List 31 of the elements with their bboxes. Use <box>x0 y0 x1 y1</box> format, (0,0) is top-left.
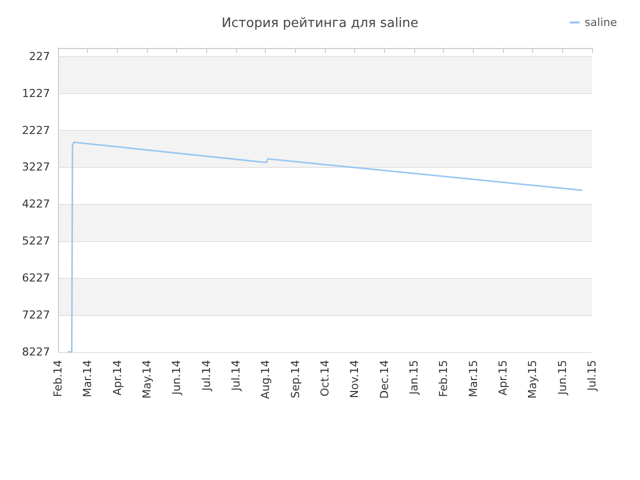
y-tick-label: 227 <box>29 50 50 63</box>
y-tick-label: 5227 <box>22 234 50 248</box>
x-tick-label: Apr.14 <box>110 360 124 396</box>
y-tick-label: 1227 <box>22 86 50 100</box>
x-tick-label: Feb.15 <box>437 360 450 397</box>
x-tick-label: Mar.15 <box>466 360 480 398</box>
line-series <box>66 141 584 353</box>
x-tick-label: Jun.15 <box>556 360 569 396</box>
x-tick-label: May.15 <box>526 360 540 399</box>
x-tick-label: Feb.14 <box>52 360 64 397</box>
x-tick-label: Jun.14 <box>170 360 184 396</box>
legend-label: saline <box>584 16 618 29</box>
x-tick-label: Apr.15 <box>496 360 510 396</box>
x-tick-label: Sep.14 <box>288 360 302 398</box>
x-tick-label: Dec.14 <box>378 360 391 399</box>
x-tick-label: Nov.14 <box>348 360 362 398</box>
y-tick-label: 8227 <box>22 346 50 358</box>
x-tick-label: Oct.14 <box>318 360 332 397</box>
chart-title: История рейтинга для saline <box>222 16 418 31</box>
x-tick-label: Mar.14 <box>81 360 94 398</box>
y-tick-label: 2227 <box>22 124 50 137</box>
x-tick-label: Jan.15 <box>408 360 420 396</box>
x-tick-label: Aug.14 <box>259 360 272 399</box>
x-tick-label: Jul.14 <box>230 360 242 392</box>
x-tick-label: Jul.14 <box>200 360 213 392</box>
y-tick-label: 7227 <box>22 308 50 322</box>
x-tick-label: Jul.15 <box>586 360 598 392</box>
y-tick-label: 6227 <box>22 272 50 285</box>
y-tick-label: 3227 <box>22 160 50 174</box>
y-tick-label: 4227 <box>22 198 50 211</box>
x-tick-label: May.14 <box>140 360 154 399</box>
